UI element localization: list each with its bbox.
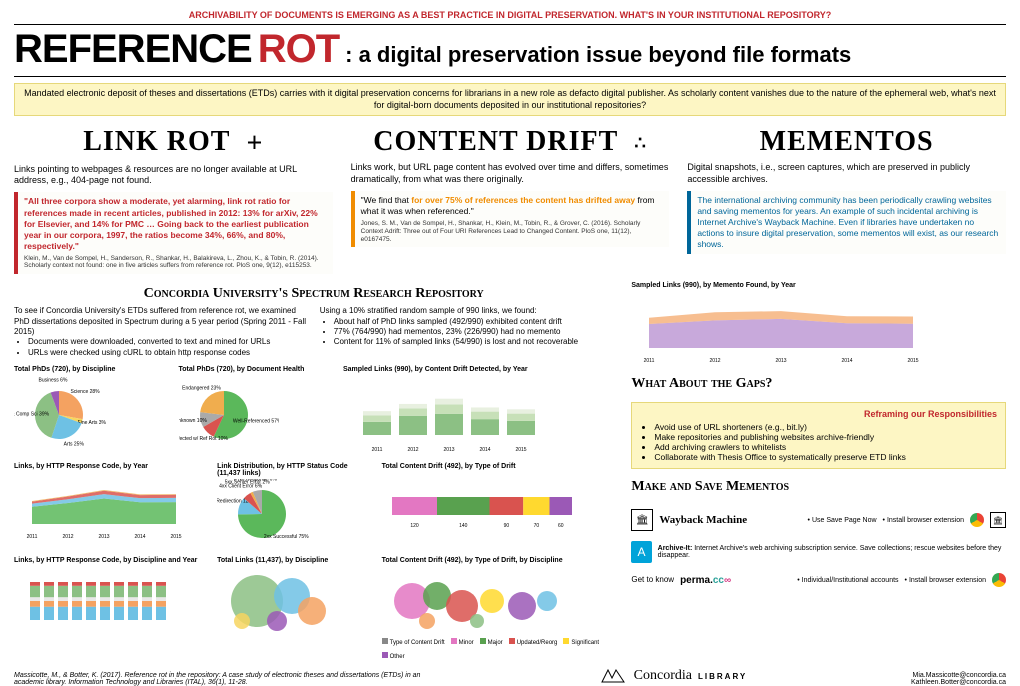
drift-cite: Jones, S. M., Van de Sompel, H., Shankar… <box>361 220 664 243</box>
emails: Mia.Massicotte@concordia.ca Kathleen.Bot… <box>911 672 1006 686</box>
svg-text:2xx Successful 75%: 2xx Successful 75% <box>264 534 309 540</box>
wayback-row: 🏛 Wayback Machine • Use Save Page Now • … <box>631 509 1006 531</box>
svg-text:60: 60 <box>558 523 564 529</box>
driftbar-title: Sampled Links (990), by Content Drift De… <box>343 366 613 373</box>
footer: Massicotte, M., & Botter, K. (2017). Ref… <box>14 666 1006 686</box>
stack-chart <box>14 566 194 636</box>
bubble1-title: Total Links (11,437), by Discipline <box>217 557 372 564</box>
drift-callout: "We find that for over 75% of references… <box>351 191 670 247</box>
chart-row-3: Links, by HTTP Response Code, by Discipl… <box>14 557 613 660</box>
svg-text:Infected w/ Ref Rot 10%: Infected w/ Ref Rot 10% <box>179 436 228 442</box>
memchart-title: Sampled Links (990), by Memento Found, b… <box>631 282 1006 289</box>
svg-text:Unknown 10%: Unknown 10% <box>179 418 207 424</box>
pie1-title: Total PhDs (720), by Discipline <box>14 366 169 373</box>
pie3-chart: 2xx Successful 75%3xx Redirection 12%4xx… <box>217 479 317 549</box>
svg-text:2013: 2013 <box>443 447 454 453</box>
footer-cite: Massicotte, M., & Botter, K. (2017). Ref… <box>14 672 434 686</box>
perma-logo: perma.cc∞ <box>680 575 731 586</box>
svg-text:2014: 2014 <box>134 534 145 540</box>
svg-text:70: 70 <box>533 523 539 529</box>
stack-title: Links, by HTTP Response Code, by Discipl… <box>14 557 207 564</box>
linkrot-head: LINK ROT + <box>14 126 333 160</box>
svg-text:0 No Response 6%: 0 No Response 6% <box>234 479 278 483</box>
main-title-row: REFERENCE ROT : a digital preservation i… <box>14 24 1006 77</box>
gaps-box: Reframing our Responsibilities Avoid use… <box>631 402 1006 469</box>
drift-legend: Type of Content DriftMinorMajorUpdated/R… <box>382 638 614 660</box>
mem-head: MEMENTOS <box>687 126 1006 158</box>
spectrum-text: To see if Concordia University's ETDs su… <box>14 306 613 358</box>
driftbar-chart: 2011 2012 2013 2014 2015 <box>343 375 563 455</box>
svg-text:Fine Arts 3%: Fine Arts 3% <box>78 420 107 426</box>
drifttype-disc-title: Total Content Drift (492), by Type of Dr… <box>382 557 614 564</box>
gaps-title: What About the Gaps? <box>631 376 1006 392</box>
svg-text:2014: 2014 <box>479 447 490 453</box>
svg-text:Eng & Comp Sci 39%: Eng & Comp Sci 39% <box>14 412 50 418</box>
svg-text:2011: 2011 <box>372 447 383 453</box>
chrome-icon <box>992 573 1006 587</box>
right-block: Sampled Links (990), by Memento Found, b… <box>631 282 1006 660</box>
col-linkrot: LINK ROT + Links pointing to webpages & … <box>14 126 333 274</box>
title-red: ROT <box>258 27 339 72</box>
svg-text:Arts 25%: Arts 25% <box>64 442 85 448</box>
svg-text:2011: 2011 <box>644 358 655 364</box>
memchart: 2011 2012 2013 2014 2015 <box>631 291 931 366</box>
archive-icon: 🏛 <box>631 509 653 531</box>
top-banner: ARCHIVABILITY OF DOCUMENTS IS EMERGING A… <box>14 10 1006 20</box>
area-chart: 2011 2012 2013 2014 2015 <box>14 472 194 542</box>
svg-text:Business 6%: Business 6% <box>38 378 67 384</box>
svg-text:2015: 2015 <box>170 534 181 540</box>
col-drift: CONTENT DRIFT ∴ Links work, but URL page… <box>351 126 670 274</box>
bubble1-chart <box>217 566 337 636</box>
spectrum-title: Concordia University's Spectrum Research… <box>14 286 613 302</box>
wayback-label: Wayback Machine <box>659 514 747 526</box>
subtitle: : a digital preservation issue beyond fi… <box>345 42 851 68</box>
svg-text:2013: 2013 <box>776 358 787 364</box>
title-black: REFERENCE <box>14 27 252 72</box>
drift-desc: Links work, but URL page content has evo… <box>351 162 670 185</box>
chrome-icon <box>970 513 984 527</box>
mid-row: Concordia University's Spectrum Research… <box>14 282 1006 660</box>
chart-row-1: Total PhDs (720), by Discipline Science … <box>14 366 613 455</box>
svg-text:Endangered 23%: Endangered 23% <box>182 386 221 392</box>
pie1-chart: Science 28% Fine Arts 3% Arts 25% Eng & Com… <box>14 375 114 455</box>
svg-text:90: 90 <box>503 523 509 529</box>
svg-text:2015: 2015 <box>515 447 526 453</box>
archive-icon-small: 🏛 <box>990 512 1006 528</box>
archiveit-icon: A <box>631 541 651 563</box>
svg-text:140: 140 <box>459 523 468 529</box>
drifttype-chart: 120 140 90 70 60 <box>382 472 582 542</box>
pie2-title: Total PhDs (720), by Document Health <box>179 366 334 373</box>
mem-desc: Digital snapshots, i.e., screen captures… <box>687 162 1006 185</box>
svg-text:2012: 2012 <box>62 534 73 540</box>
left-block: Concordia University's Spectrum Research… <box>14 282 613 660</box>
col-mem: MEMENTOS Digital snapshots, i.e., screen… <box>687 126 1006 274</box>
three-col: LINK ROT + Links pointing to webpages & … <box>14 126 1006 274</box>
mandate-box: Mandated electronic deposit of theses an… <box>14 83 1006 116</box>
svg-text:2012: 2012 <box>407 447 418 453</box>
drifttype-title: Total Content Drift (492), by Type of Dr… <box>382 463 614 470</box>
svg-text:2015: 2015 <box>908 358 919 364</box>
svg-text:120: 120 <box>410 523 419 529</box>
pie3-title: Link Distribution, by HTTP Status Code (… <box>217 463 372 477</box>
svg-text:Science 28%: Science 28% <box>70 389 100 395</box>
make-title: Make and Save Mementos <box>631 479 1006 495</box>
linkrot-callout: "All three corpora show a moderate, yet … <box>14 192 333 274</box>
svg-text:Well-Referenced 57%: Well-Referenced 57% <box>232 419 278 425</box>
perma-row: Get to know perma.cc∞ • Individual/Insti… <box>631 573 1006 587</box>
pie2-chart: Well-Referenced 57% Infected w/ Ref Rot 1… <box>179 375 279 455</box>
linkrot-desc: Links pointing to webpages & resources a… <box>14 164 333 187</box>
svg-text:2013: 2013 <box>98 534 109 540</box>
linkrot-cite: Klein, M., Van de Sompel, H., Sanderson,… <box>24 255 327 271</box>
svg-text:2014: 2014 <box>842 358 853 364</box>
archiveit-row: A Archive-It: Internet Archive's web arc… <box>631 541 1006 563</box>
bubble2-chart <box>382 566 582 636</box>
chart-row-2: Links, by HTTP Response Code, by Year 20… <box>14 463 613 549</box>
mem-callout: The international archiving community ha… <box>687 191 1006 254</box>
drift-head: CONTENT DRIFT ∴ <box>351 126 670 158</box>
concordia-logo: Concordia LIBRARY <box>598 666 748 686</box>
area-title: Links, by HTTP Response Code, by Year <box>14 463 207 470</box>
svg-text:2012: 2012 <box>710 358 721 364</box>
svg-text:2011: 2011 <box>27 534 38 540</box>
